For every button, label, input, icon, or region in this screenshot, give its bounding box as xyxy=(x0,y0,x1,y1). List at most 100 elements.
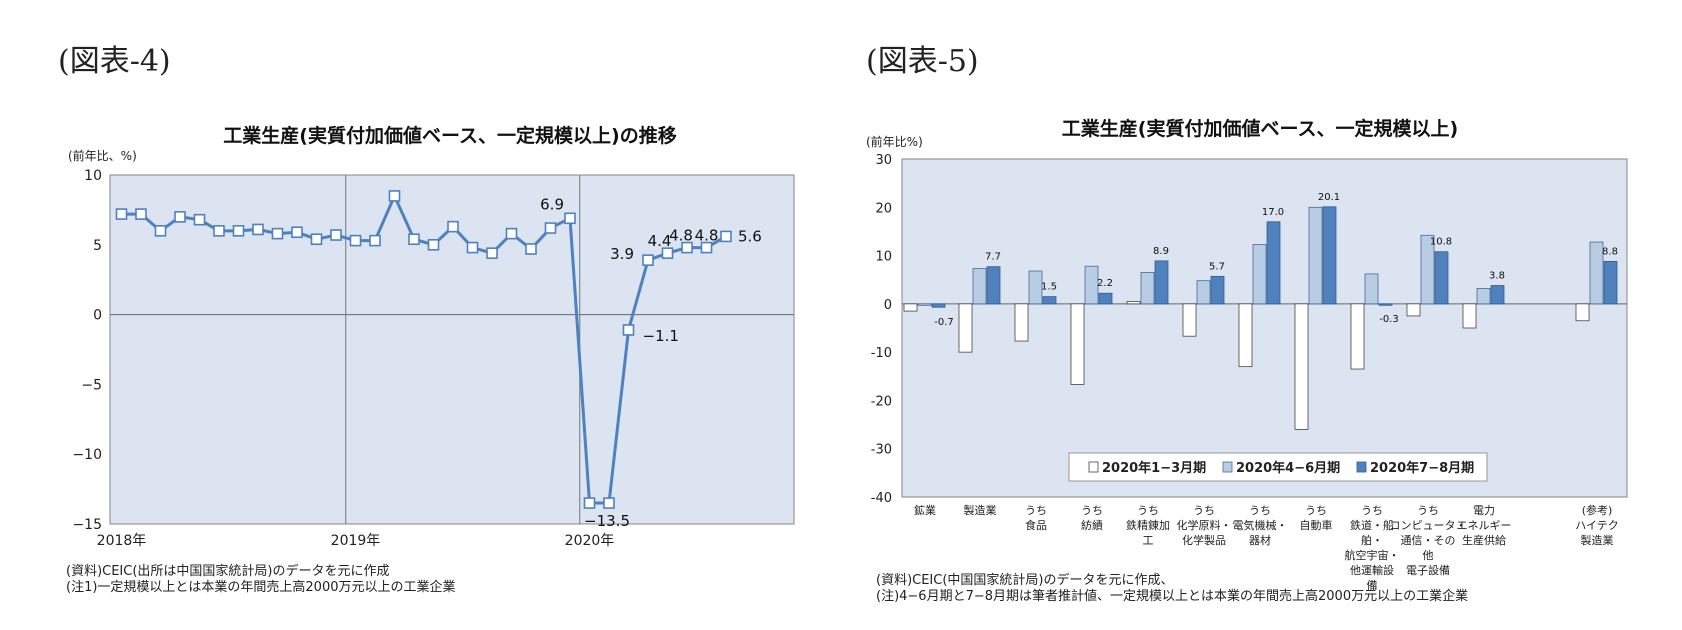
chart4-footnote: (注1)一定規模以上とは本業の年間売上高2000万元以上の工業企業 xyxy=(66,580,456,595)
y-tick-label: 10 xyxy=(84,168,102,184)
y-tick-label: −10 xyxy=(72,447,102,463)
y-tick-label: -40 xyxy=(871,491,892,506)
chart4-source-note: (資料)CEIC(出所は中国国家統計局)のデータを元に作成 xyxy=(66,564,390,579)
y-tick-label: -20 xyxy=(871,394,892,409)
y-tick-label: -10 xyxy=(871,346,892,361)
category-label: うち xyxy=(1081,504,1103,517)
category-label: 他 xyxy=(1423,549,1434,562)
category-label: 電子設備 xyxy=(1406,563,1450,577)
data-label: 17.0 xyxy=(1262,207,1284,218)
bar xyxy=(1182,303,1197,337)
bar xyxy=(1364,273,1379,305)
category-label: 製造業 xyxy=(1581,533,1614,547)
data-point xyxy=(291,226,303,239)
bar xyxy=(1420,234,1435,305)
bar xyxy=(1603,260,1618,305)
bar xyxy=(1098,292,1113,305)
chart-title: 工業生産(実質付加価値ベース、一定規模以上)の推移 xyxy=(223,124,676,147)
bar xyxy=(1140,272,1155,305)
category-label: コンピュータ・ xyxy=(1390,519,1467,532)
y-tick-label: 20 xyxy=(875,201,892,216)
data-label: 8.9 xyxy=(1153,246,1169,257)
bar xyxy=(917,303,932,306)
bar xyxy=(1238,303,1253,368)
category-label: (参考) xyxy=(1582,503,1613,517)
data-point xyxy=(622,324,635,336)
bar xyxy=(1252,244,1267,305)
data-label: 1.5 xyxy=(1041,282,1057,293)
data-point xyxy=(330,229,342,241)
legend: 2020年1−3月期 2020年4−6月期 2020年7−8月期 xyxy=(1068,452,1488,482)
data-point xyxy=(486,247,498,259)
data-label: 20.1 xyxy=(1318,192,1340,203)
bar xyxy=(972,268,987,305)
data-point xyxy=(408,233,420,246)
data-label: −1.1 xyxy=(643,327,679,345)
data-label: 6.9 xyxy=(540,195,564,213)
data-point xyxy=(154,225,167,237)
category-label: 自動車 xyxy=(1300,518,1333,532)
bar xyxy=(903,303,918,312)
data-point xyxy=(193,213,206,226)
bar xyxy=(1350,303,1365,370)
y-tick-label: −15 xyxy=(72,517,102,533)
data-label: 5.7 xyxy=(1209,261,1225,272)
data-label: 4.8 xyxy=(695,227,719,245)
bar xyxy=(1014,303,1029,342)
data-point xyxy=(525,243,537,255)
data-label: 5.6 xyxy=(738,227,762,245)
bar xyxy=(1589,241,1604,305)
y-tick-label: −5 xyxy=(81,377,102,393)
bar xyxy=(1378,303,1393,306)
bar xyxy=(931,303,946,308)
category-label: 工 xyxy=(1143,534,1154,547)
legend-box xyxy=(1068,452,1488,482)
category-label: 生産供給 xyxy=(1462,533,1506,547)
data-point xyxy=(252,223,264,236)
legend-label: 2020年4−6月期 xyxy=(1236,460,1340,476)
legend-label: 2020年7−8月期 xyxy=(1370,460,1474,476)
data-point xyxy=(388,190,401,202)
category-label: 他運輸設 xyxy=(1350,563,1394,577)
data-label: 3.8 xyxy=(1489,271,1505,282)
category-label: 紡績 xyxy=(1081,518,1103,532)
data-point xyxy=(505,227,518,240)
data-label: -0.7 xyxy=(934,317,954,328)
bar xyxy=(1490,285,1505,305)
y-axis-label: (前年比%) xyxy=(866,134,923,149)
x-year-label: 2018年 xyxy=(97,533,147,549)
bar xyxy=(1476,288,1491,305)
data-label: -0.3 xyxy=(1379,314,1399,325)
data-label: 8.8 xyxy=(1602,246,1618,257)
data-label: 2.2 xyxy=(1097,278,1113,289)
y-tick-label: -30 xyxy=(871,443,892,458)
category-label: 器材 xyxy=(1249,533,1271,547)
data-label: 10.8 xyxy=(1430,237,1452,248)
y-axis-label: (前年比、%) xyxy=(68,148,137,163)
category-label: 航空宇宙・ xyxy=(1345,548,1400,562)
bar xyxy=(1154,260,1169,305)
bar xyxy=(1462,303,1477,329)
data-label: 3.9 xyxy=(610,245,634,263)
data-point xyxy=(369,234,381,247)
figure-4-label: (図表-4) xyxy=(58,44,171,79)
category-label: うち xyxy=(1361,504,1383,517)
category-label: 舶・ xyxy=(1361,534,1383,547)
bar xyxy=(958,303,973,353)
x-year-label: 2020年 xyxy=(565,533,615,549)
bar xyxy=(1126,301,1141,305)
data-point xyxy=(544,222,557,234)
data-point xyxy=(642,254,654,266)
category-label: うち xyxy=(1305,504,1327,517)
data-point xyxy=(213,225,225,237)
y-tick-label: 5 xyxy=(93,238,102,254)
data-point xyxy=(661,247,674,259)
plot-area xyxy=(901,158,1628,498)
data-label: −13.5 xyxy=(584,512,630,530)
legend-swatch xyxy=(1222,461,1233,473)
category-label: うち xyxy=(1025,504,1047,517)
data-point xyxy=(681,241,693,254)
bar xyxy=(1084,265,1099,305)
data-point xyxy=(232,225,245,237)
category-label: うち xyxy=(1249,504,1271,517)
